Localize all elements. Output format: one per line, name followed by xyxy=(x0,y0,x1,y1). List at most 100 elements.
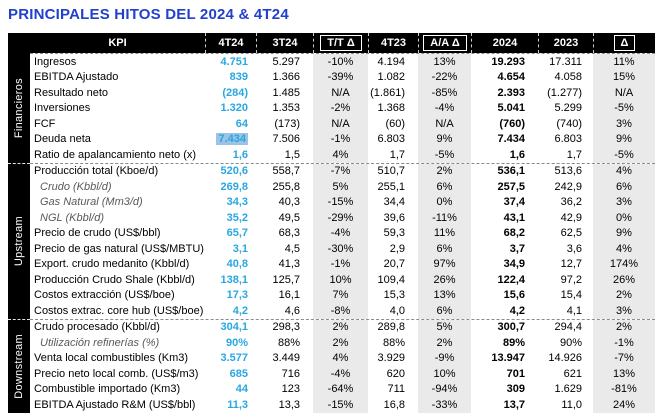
value-cell: 3.449 xyxy=(256,351,313,367)
value-cell: 300,7 xyxy=(471,320,538,336)
value-text: 257,5 xyxy=(497,180,525,193)
value-text: 13% xyxy=(433,55,456,68)
value-text: 41,3 xyxy=(278,258,300,271)
value-cell: 20,7 xyxy=(368,257,418,273)
value-text: 10% xyxy=(329,273,352,286)
value-cell: -1% xyxy=(313,131,368,147)
table-row: Combustible importado (Km3) 44 123 -64% 711 -… xyxy=(30,381,655,397)
value-text: 26% xyxy=(612,273,636,286)
value-text: -29% xyxy=(327,211,354,224)
value-text: 4,5 xyxy=(284,242,300,255)
value-cell: -4% xyxy=(418,100,471,116)
value-cell: 9% xyxy=(593,131,655,147)
value-cell: -7% xyxy=(593,350,655,366)
value-text: 2,9 xyxy=(389,242,405,255)
value-text: -10% xyxy=(327,55,354,68)
column-header-8: Δ xyxy=(593,33,655,53)
value-text: N/A xyxy=(331,86,350,99)
kpi-table: KPI 4T24 3T24 T/T Δ 4T23 A/A Δ 2024 2023 Δ Finan… xyxy=(8,33,655,413)
value-text: 4.751 xyxy=(220,55,248,68)
value-text: 2% xyxy=(332,336,349,349)
kpi-label: Precio de crudo (US$/bbl) xyxy=(34,227,161,240)
value-cell: 7.434 xyxy=(205,132,256,148)
table-row: Crudo (Kbbl/d) 269,8 255,8 5% 255,1 6% 257,5 24… xyxy=(30,179,655,195)
value-cell: (740) xyxy=(538,116,593,132)
value-text: 43,1 xyxy=(503,211,525,224)
value-cell: 4,5 xyxy=(256,241,313,257)
kpi-label: Export. crudo medanito (Kbbl/d) xyxy=(34,258,190,271)
value-cell: 2% xyxy=(418,163,471,179)
value-cell: 40,3 xyxy=(256,195,313,211)
value-cell: 35,2 xyxy=(205,210,256,226)
value-cell: 17.311 xyxy=(538,54,593,70)
value-text: 2% xyxy=(616,321,632,334)
value-text: 6.803 xyxy=(377,133,405,146)
value-text: 13.947 xyxy=(491,352,525,365)
value-text: 4,2 xyxy=(232,304,248,317)
section-financieros: Financieros Ingresos 4.751 5.297 -10% 4.194 13… xyxy=(8,53,655,163)
value-cell: 12,7 xyxy=(538,257,593,273)
value-cell: 88% xyxy=(256,335,313,351)
value-text: N/A xyxy=(331,117,350,130)
value-cell: (1.277) xyxy=(538,85,593,101)
value-cell: -5% xyxy=(593,100,655,116)
value-cell: 685 xyxy=(205,366,256,382)
value-text: 0% xyxy=(436,196,453,209)
value-cell: -81% xyxy=(593,381,655,397)
value-text: 3,6 xyxy=(566,242,582,255)
column-header-label: 4T23 xyxy=(380,37,407,49)
kpi-label: Deuda neta xyxy=(34,133,91,146)
value-text: 4,2 xyxy=(509,304,525,317)
value-cell: -29% xyxy=(313,210,368,226)
value-cell: (60) xyxy=(368,116,418,132)
value-text: 11% xyxy=(433,227,456,240)
value-cell: 39,6 xyxy=(368,210,418,226)
value-cell: 558,7 xyxy=(256,164,313,180)
value-text: 309 xyxy=(506,383,525,396)
table-row: Resultado neto (284) 1.485 N/A (1.861) -85% 2.… xyxy=(30,85,655,101)
value-cell: 3% xyxy=(593,303,655,319)
value-cell: 2,9 xyxy=(368,241,418,257)
value-text: 88% xyxy=(277,336,300,349)
value-text: 558,7 xyxy=(272,165,300,178)
value-cell: 90% xyxy=(538,335,593,351)
value-text: 64 xyxy=(235,117,248,130)
value-cell: 13,3 xyxy=(256,397,313,413)
value-cell: 89% xyxy=(471,335,538,351)
value-cell: 138,1 xyxy=(205,272,256,288)
table-row: FCF 64 (173) N/A (60) N/A (760) (740) 3% xyxy=(30,116,655,132)
value-text: 2% xyxy=(436,336,453,349)
column-header-6: 2024 xyxy=(471,33,538,53)
value-cell: 122,4 xyxy=(471,272,538,288)
column-header-label: KPI xyxy=(108,37,127,49)
value-text: 17.311 xyxy=(549,55,582,68)
value-text: 304,1 xyxy=(220,321,248,334)
value-text: 174% xyxy=(609,258,639,271)
value-text: 1,6 xyxy=(232,148,248,161)
value-text: 255,8 xyxy=(272,180,300,193)
value-text: 24% xyxy=(612,398,636,411)
value-cell: 1.366 xyxy=(256,70,313,86)
table-row: Precio de crudo (US$/bbl) 65,7 68,3 -4% 59,3… xyxy=(30,225,655,242)
value-cell: 6.803 xyxy=(538,132,593,148)
value-cell: 59,3 xyxy=(368,226,418,242)
value-cell: -15% xyxy=(313,194,368,210)
value-text: 16,1 xyxy=(278,289,300,302)
kpi-label: Inversiones xyxy=(34,102,91,115)
section-label-text: Financieros xyxy=(13,77,25,138)
value-text: 11,0 xyxy=(561,398,582,411)
value-cell: 13% xyxy=(593,366,655,382)
column-header-4: 4T23 xyxy=(368,33,418,53)
value-text: 298,3 xyxy=(272,321,300,334)
value-cell: 62,5 xyxy=(538,226,593,242)
value-text: -11% xyxy=(432,211,457,224)
value-cell: 14.926 xyxy=(538,351,593,367)
kpi-label: Precio neto local comb. (US$/m3) xyxy=(34,367,199,380)
value-cell: -64% xyxy=(313,381,368,397)
value-text: 9% xyxy=(436,133,453,146)
value-cell: 1,7 xyxy=(538,147,593,163)
value-cell: -1% xyxy=(313,256,368,272)
value-text: 90% xyxy=(559,336,582,349)
value-cell: 4,1 xyxy=(538,303,593,319)
value-cell: 5% xyxy=(418,319,471,335)
